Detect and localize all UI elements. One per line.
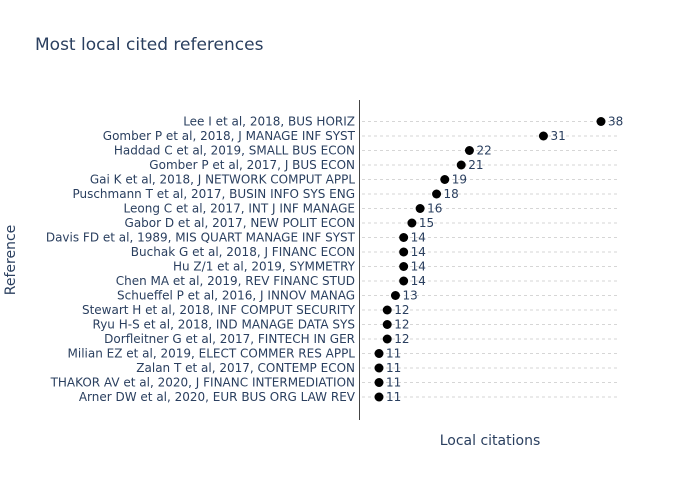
y-axis-title: Reference <box>3 225 19 296</box>
data-point[interactable] <box>464 146 474 155</box>
y-tick-label: THAKOR AV et al, 2020, J FINANC INTERMED… <box>50 376 355 390</box>
data-point[interactable] <box>596 117 606 126</box>
data-label: 12 <box>394 332 409 346</box>
y-tick-label: Zalan T et al, 2017, CONTEMP ECON <box>136 361 355 375</box>
y-tick-label: Leong C et al, 2017, INT J INF MANAGE <box>124 202 355 216</box>
data-point[interactable] <box>399 276 409 286</box>
data-label: 21 <box>468 158 483 172</box>
grid-lines <box>362 121 620 398</box>
data-label: 14 <box>411 260 426 274</box>
data-label: 12 <box>394 318 409 332</box>
data-label: 13 <box>402 289 417 303</box>
y-tick-label: Dorfleitner G et al, 2017, FINTECH IN GE… <box>104 332 355 346</box>
y-tick-label: Gai K et al, 2018, J NETWORK COMPUT APPL <box>90 173 355 187</box>
y-tick-label: Davis FD et al, 1989, MIS QUART MANAGE I… <box>46 231 356 245</box>
y-tick-label: Hu Z/1 et al, 2019, SYMMETRY <box>173 260 356 274</box>
y-tick-label: Gabor D et al, 2017, NEW POLIT ECON <box>125 216 355 230</box>
chart-title: Most local cited references <box>35 35 264 55</box>
data-point[interactable] <box>382 305 392 315</box>
data-label: 14 <box>411 245 426 259</box>
y-tick-label: Milian EZ et al, 2019, ELECT COMMER RES … <box>68 347 356 361</box>
data-point[interactable] <box>399 262 409 271</box>
y-tick-label: Puschmann T et al, 2017, BUSIN INFO SYS … <box>72 187 355 201</box>
data-label: 12 <box>394 303 409 317</box>
y-tick-label: Gomber P et al, 2018, J MANAGE INF SYST <box>103 129 356 143</box>
data-label: 14 <box>411 231 426 245</box>
data-point[interactable] <box>456 160 466 170</box>
data-point[interactable] <box>382 320 392 329</box>
data-point[interactable] <box>374 392 384 402</box>
y-tick-label: Chen MA et al, 2019, REV FINANC STUD <box>116 274 355 288</box>
data-label: 11 <box>386 390 401 404</box>
y-tick-label: Schueffel P et al, 2016, J INNOV MANAG <box>117 289 355 303</box>
data-points <box>374 117 606 402</box>
data-point[interactable] <box>538 131 548 141</box>
y-tick-label: Arner DW et al, 2020, EUR BUS ORG LAW RE… <box>79 390 356 404</box>
data-point[interactable] <box>440 175 450 184</box>
y-tick-label: Gomber P et al, 2017, J BUS ECON <box>149 158 355 172</box>
data-label: 19 <box>452 173 467 187</box>
data-point[interactable] <box>374 349 384 358</box>
data-label: 22 <box>476 144 491 158</box>
data-label: 11 <box>386 376 401 390</box>
data-point[interactable] <box>407 218 417 228</box>
data-label: 14 <box>411 274 426 288</box>
y-tick-label: Buchak G et al, 2018, J FINANC ECON <box>131 245 355 259</box>
x-axis-title: Local citations <box>440 433 541 449</box>
data-point[interactable] <box>415 204 425 213</box>
data-point[interactable] <box>374 363 384 373</box>
y-tick-label: Haddad C et al, 2019, SMALL BUS ECON <box>114 144 355 158</box>
y-tick-label: Ryu H-S et al, 2018, IND MANAGE DATA SYS <box>93 318 355 332</box>
data-label: 31 <box>550 129 565 143</box>
data-label: 18 <box>444 187 459 201</box>
y-tick-label: Stewart H et al, 2018, INF COMPUT SECURI… <box>82 303 356 317</box>
data-point[interactable] <box>432 189 442 199</box>
data-label: 11 <box>386 347 401 361</box>
data-point[interactable] <box>390 291 400 300</box>
data-point[interactable] <box>399 247 409 257</box>
data-point[interactable] <box>382 334 392 344</box>
data-point[interactable] <box>374 378 384 387</box>
data-point[interactable] <box>399 233 409 242</box>
data-label: 38 <box>608 115 623 129</box>
data-label: 11 <box>386 361 401 375</box>
data-label: 15 <box>419 216 434 230</box>
y-tick-label: Lee I et al, 2018, BUS HORIZ <box>183 115 355 129</box>
data-label: 16 <box>427 202 442 216</box>
